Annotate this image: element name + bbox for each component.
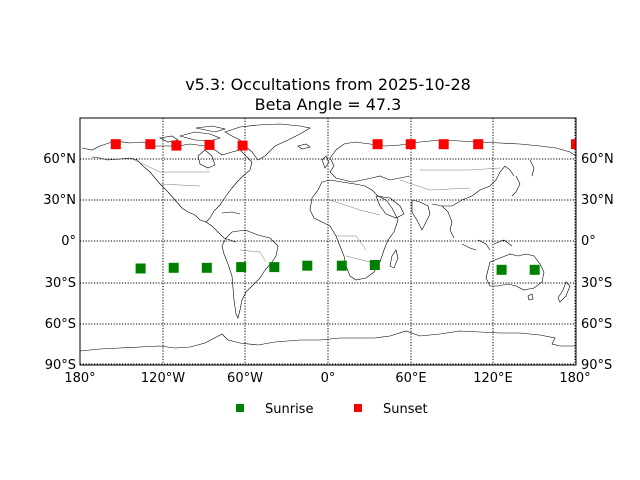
sunset-marker-icon <box>354 404 362 412</box>
y-tick-label: 0° <box>61 234 76 249</box>
sunset-marker <box>237 140 248 151</box>
legend-label-sunrise: Sunrise <box>265 402 313 417</box>
x-tick-label: 60°E <box>395 371 426 386</box>
y-tick-label: 0° <box>581 234 596 249</box>
country-borders <box>129 157 501 263</box>
sunset-marker <box>145 139 156 150</box>
y-axis-left: 90°S 60°S 30°S 0° 30°N 60°N <box>43 152 76 373</box>
sunrise-marker <box>168 262 179 273</box>
sunrise-marker-icon <box>236 404 244 412</box>
plot-frame <box>79 117 577 366</box>
legend-label-sunset: Sunset <box>383 402 428 417</box>
legend-item-sunset: Sunset <box>354 402 428 417</box>
sunrise-marker <box>201 262 212 273</box>
sunset-marker <box>110 139 121 150</box>
sunset-marker <box>372 139 383 150</box>
legend-item-sunrise: Sunrise <box>236 402 313 417</box>
x-tick-label: 180° <box>559 371 590 386</box>
x-axis: 180° 120°W 60°W 0° 60°E 120°E 180° <box>64 371 590 386</box>
sunset-marker <box>405 139 416 150</box>
sunrise-marker <box>496 264 507 275</box>
x-tick-label: 120°E <box>473 371 513 386</box>
y-axis-right: 90°S 60°S 30°S 0° 30°N 60°N <box>581 152 614 373</box>
sunrise-marker <box>236 262 247 273</box>
map-plot-area <box>79 117 577 366</box>
y-tick-label: 30°N <box>43 193 76 208</box>
coastlines <box>79 123 577 352</box>
gridlines <box>80 118 576 365</box>
y-tick-label: 60°S <box>581 317 612 332</box>
sunset-marker <box>438 139 449 150</box>
y-tick-label: 60°N <box>581 152 614 167</box>
sunset-marker <box>473 139 484 150</box>
legend: Sunrise Sunset <box>236 402 428 417</box>
y-tick-label: 30°N <box>581 193 614 208</box>
y-tick-label: 90°S <box>581 358 612 373</box>
x-tick-label: 0° <box>321 371 336 386</box>
x-tick-label: 60°W <box>227 371 263 386</box>
data-markers <box>110 139 576 275</box>
sunset-marker <box>204 139 215 150</box>
sunrise-marker <box>135 263 146 274</box>
sunrise-marker <box>369 260 380 270</box>
sunrise-marker <box>302 260 313 271</box>
y-tick-label: 90°S <box>45 358 76 373</box>
y-tick-label: 30°S <box>581 276 612 291</box>
sunset-marker <box>171 140 182 151</box>
chart-subtitle: Beta Angle = 47.3 <box>255 95 402 114</box>
sunrise-marker <box>269 262 280 273</box>
x-tick-label: 120°W <box>141 371 185 386</box>
x-tick-label: 180° <box>64 371 95 386</box>
sunset-marker <box>571 139 576 150</box>
chart-title: v5.3: Occultations from 2025-10-28 <box>185 75 471 94</box>
sunrise-marker <box>336 260 347 271</box>
y-tick-label: 30°S <box>45 276 76 291</box>
sunrise-marker <box>529 264 540 275</box>
y-tick-label: 60°S <box>45 317 76 332</box>
y-tick-label: 60°N <box>43 152 76 167</box>
